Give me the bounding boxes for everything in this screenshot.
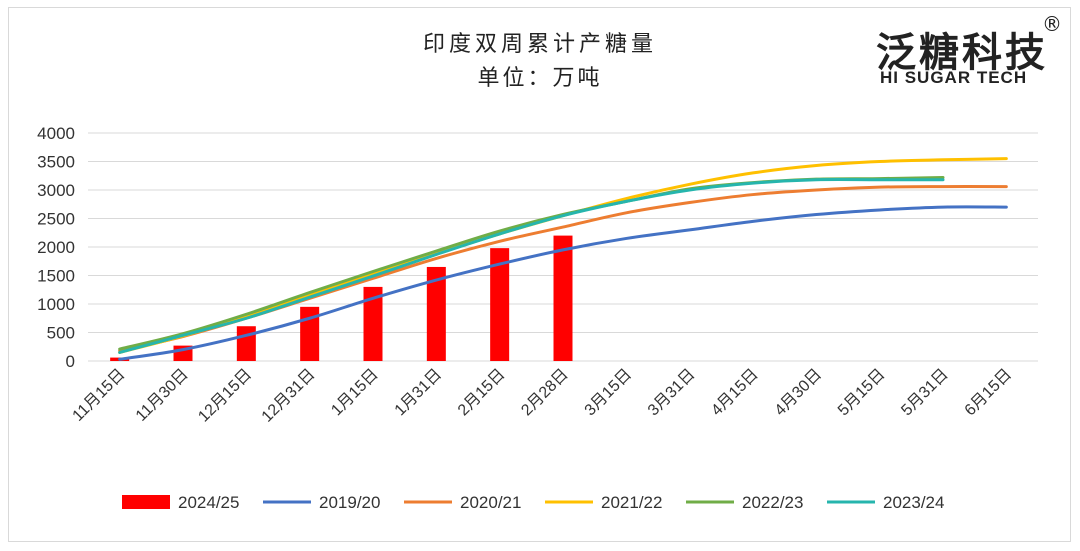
y-tick-label: 4000 [37, 124, 75, 143]
legend-swatch-bar [122, 495, 170, 509]
brand-logo-text: 泛糖科技 [876, 30, 1048, 76]
x-tick-label: 4月15日 [708, 366, 762, 420]
y-tick-label: 2500 [37, 210, 75, 229]
bar [426, 266, 446, 361]
series-line-2019-20 [118, 205, 1008, 361]
bar [553, 235, 573, 361]
legend-label: 2021/22 [601, 493, 662, 512]
chart-frame [8, 7, 1071, 542]
legend: 2024/25 2019/20 2020/21 2021/22 2022/23 2023/… [122, 493, 944, 512]
y-axis-ticks: 0 500 1000 1500 2000 2500 3000 3500 4000 [37, 124, 75, 371]
x-tick-label: 5月31日 [898, 366, 952, 420]
line-series [118, 157, 1008, 361]
bar [236, 326, 256, 361]
x-tick-label: 1月31日 [392, 366, 446, 420]
legend-label: 2019/20 [319, 493, 380, 512]
x-tick-label: 11月15日 [70, 366, 129, 425]
x-tick-label: 3月31日 [645, 366, 699, 420]
x-tick-label: 11月30日 [133, 366, 192, 425]
x-tick-label: 6月15日 [962, 366, 1016, 420]
y-tick-label: 3500 [37, 153, 75, 172]
y-tick-label: 3000 [37, 181, 75, 200]
x-tick-label: 12月31日 [259, 366, 319, 426]
x-axis-ticks: 11月15日 11月30日 12月15日 12月31日 1月15日 1月31日 2月15日 2… [70, 366, 1016, 426]
legend-label: 2024/25 [178, 493, 239, 512]
registered-mark: ® [1042, 12, 1062, 36]
chart-subtitle: 单位：万吨 [477, 66, 603, 91]
x-tick-label: 2月28日 [518, 366, 572, 420]
y-tick-label: 0 [66, 352, 75, 371]
x-tick-label: 1月15日 [328, 366, 382, 420]
bar-series-2024-25 [110, 235, 573, 361]
legend-label: 2022/23 [742, 493, 803, 512]
x-tick-label: 3月15日 [582, 366, 636, 420]
x-tick-label: 5月15日 [835, 366, 889, 420]
x-tick-label: 12月15日 [195, 366, 255, 426]
x-tick-label: 2月15日 [455, 366, 509, 420]
brand-logo-english: HI SUGAR TECH [880, 68, 1028, 87]
legend-label: 2023/24 [883, 493, 944, 512]
bar [490, 248, 510, 361]
y-tick-label: 1000 [37, 295, 75, 314]
x-tick-label: 4月30日 [772, 366, 826, 420]
chart-title: 印度双周累计产糖量 [422, 32, 657, 57]
series-line-2023-24 [118, 177, 945, 354]
y-tick-label: 500 [47, 324, 75, 343]
y-tick-label: 2000 [37, 238, 75, 257]
legend-label: 2020/21 [460, 493, 521, 512]
bar [363, 286, 383, 361]
series-line-2022-23 [118, 175, 945, 351]
y-tick-label: 1500 [37, 267, 75, 286]
